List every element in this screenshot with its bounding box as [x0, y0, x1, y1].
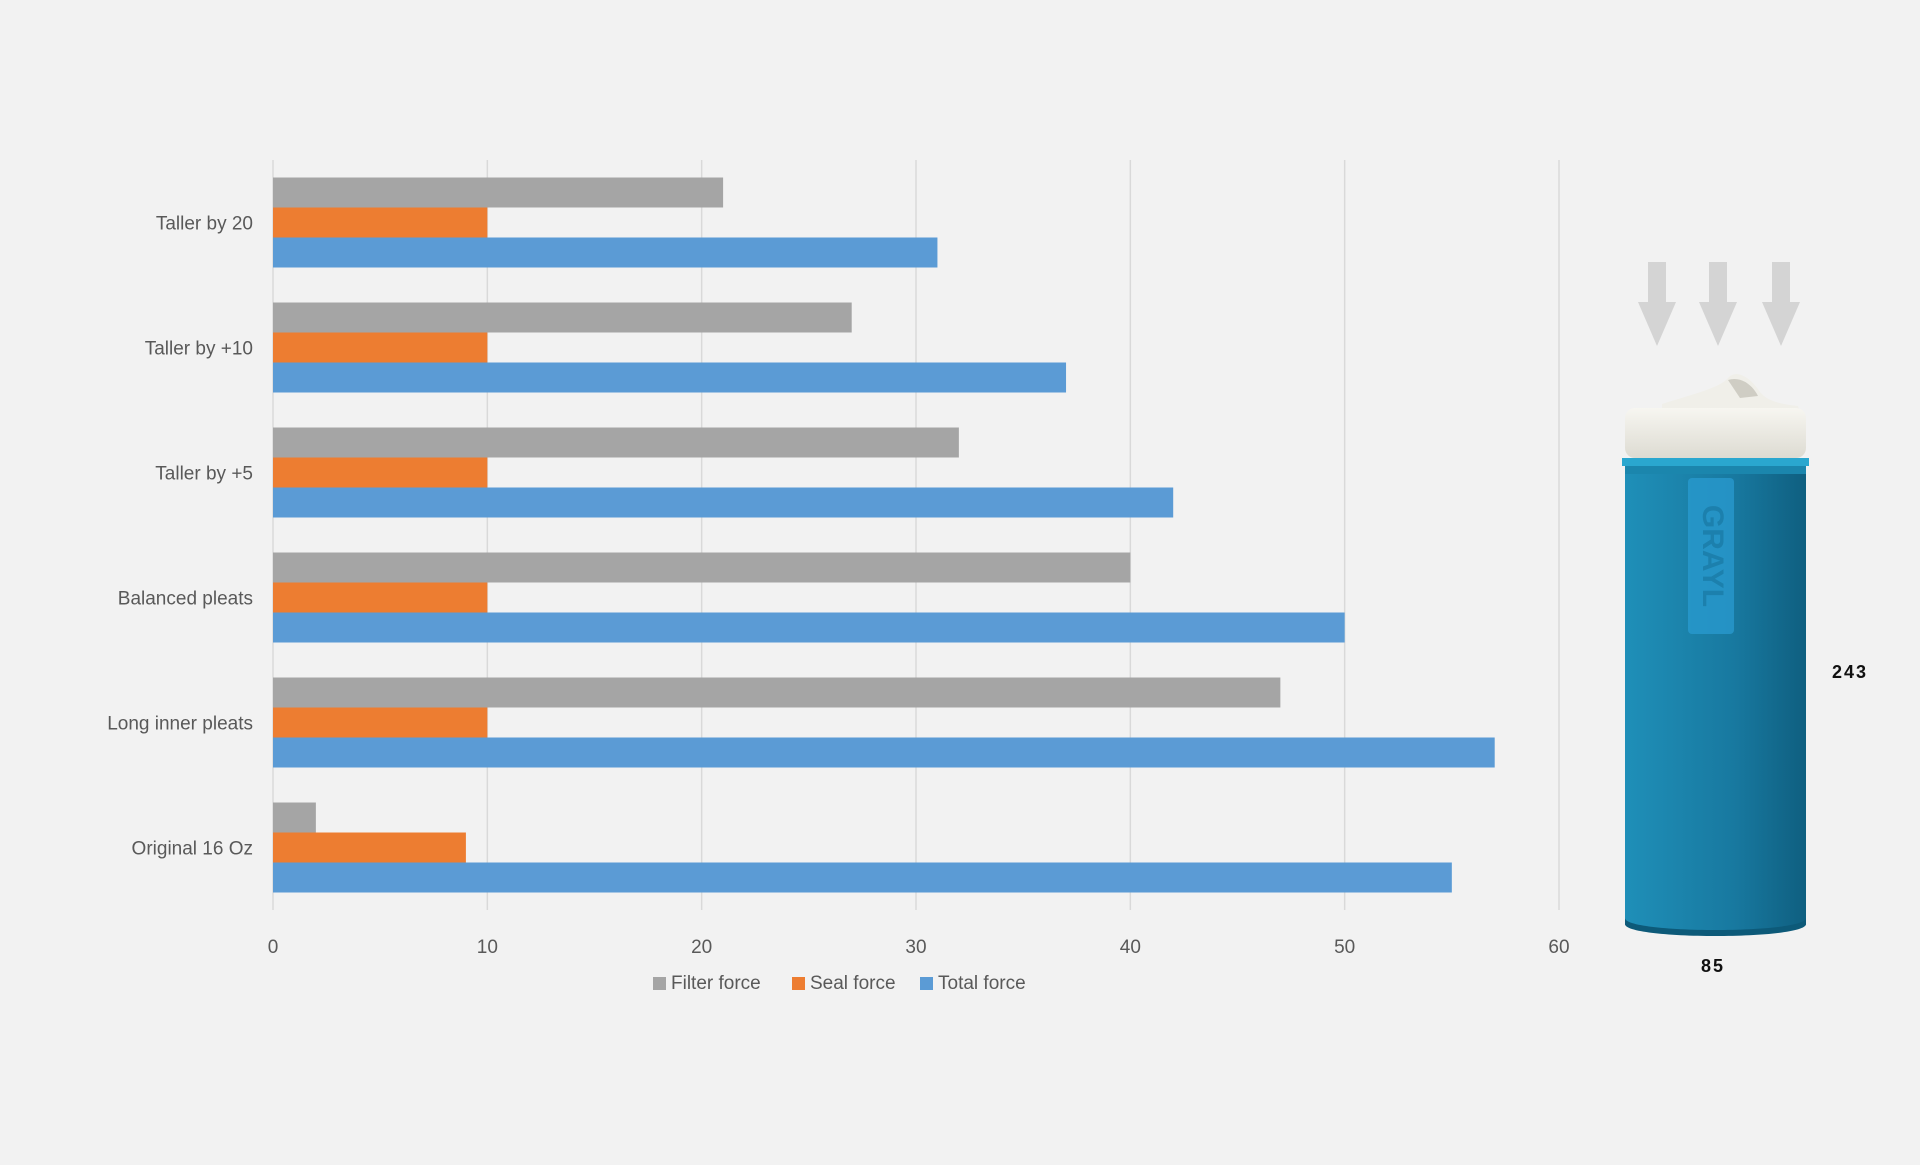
bar-seal-force [273, 207, 488, 238]
bar-filter-force [273, 802, 316, 833]
bar-filter-force [273, 302, 852, 333]
height-dimension-label: 243 [1832, 662, 1868, 682]
legend-label: Filter force [671, 973, 761, 994]
x-tick-label: 50 [1334, 937, 1355, 958]
legend-label: Total force [938, 973, 1026, 994]
bar-total-force [273, 237, 938, 268]
bottle-cap [1625, 374, 1806, 458]
width-dimension-label: 85 [1701, 956, 1725, 976]
bar-seal-force [273, 707, 488, 738]
x-axis-tick-labels: 0 10 20 30 40 50 60 [268, 937, 1570, 958]
bar-seal-force [273, 832, 466, 863]
category-label: Long inner pleats [107, 714, 253, 735]
x-tick-label: 10 [477, 937, 498, 958]
gridlines [272, 160, 1560, 910]
bar-filter-force [273, 177, 724, 208]
x-tick-label: 60 [1548, 937, 1569, 958]
down-arrow-icon [1638, 262, 1676, 346]
bar-seal-force [273, 457, 488, 488]
legend-label: Seal force [810, 973, 896, 994]
down-arrow-icon [1699, 262, 1737, 346]
bar-seal-force [273, 582, 488, 613]
legend-item: Filter force [653, 973, 761, 994]
x-tick-label: 0 [268, 937, 279, 958]
bar-total-force [273, 737, 1495, 768]
category-label: Taller by +10 [145, 339, 253, 360]
bottle-brand-logo: GRAYL [1696, 505, 1729, 607]
x-tick-label: 40 [1120, 937, 1141, 958]
bars [273, 177, 1495, 893]
bar-total-force [273, 362, 1067, 393]
bar-total-force [273, 487, 1174, 518]
category-label: Taller by +5 [155, 464, 253, 485]
bottle-illustration: GRAYL 243 85 [1622, 262, 1868, 976]
bar-filter-force [273, 427, 959, 458]
x-tick-label: 30 [905, 937, 926, 958]
legend: Filter force Seal force Total force [653, 973, 1026, 994]
legend-swatch [920, 977, 933, 990]
x-tick-label: 20 [691, 937, 712, 958]
bar-seal-force [273, 332, 488, 363]
legend-swatch [792, 977, 805, 990]
bar-filter-force [273, 552, 1131, 583]
legend-item: Total force [920, 973, 1026, 994]
legend-item: Seal force [792, 973, 896, 994]
down-arrow-icon [1762, 262, 1800, 346]
bar-total-force [273, 862, 1452, 893]
bar-total-force [273, 612, 1345, 643]
category-labels: Taller by 20 Taller by +10 Taller by +5 Bal… [107, 214, 253, 860]
bar-filter-force [273, 677, 1281, 708]
category-label: Balanced pleats [118, 589, 253, 610]
bottle-body: GRAYL [1622, 458, 1809, 936]
category-label: Taller by 20 [156, 214, 253, 235]
category-label: Original 16 Oz [132, 839, 253, 860]
legend-swatch [653, 977, 666, 990]
